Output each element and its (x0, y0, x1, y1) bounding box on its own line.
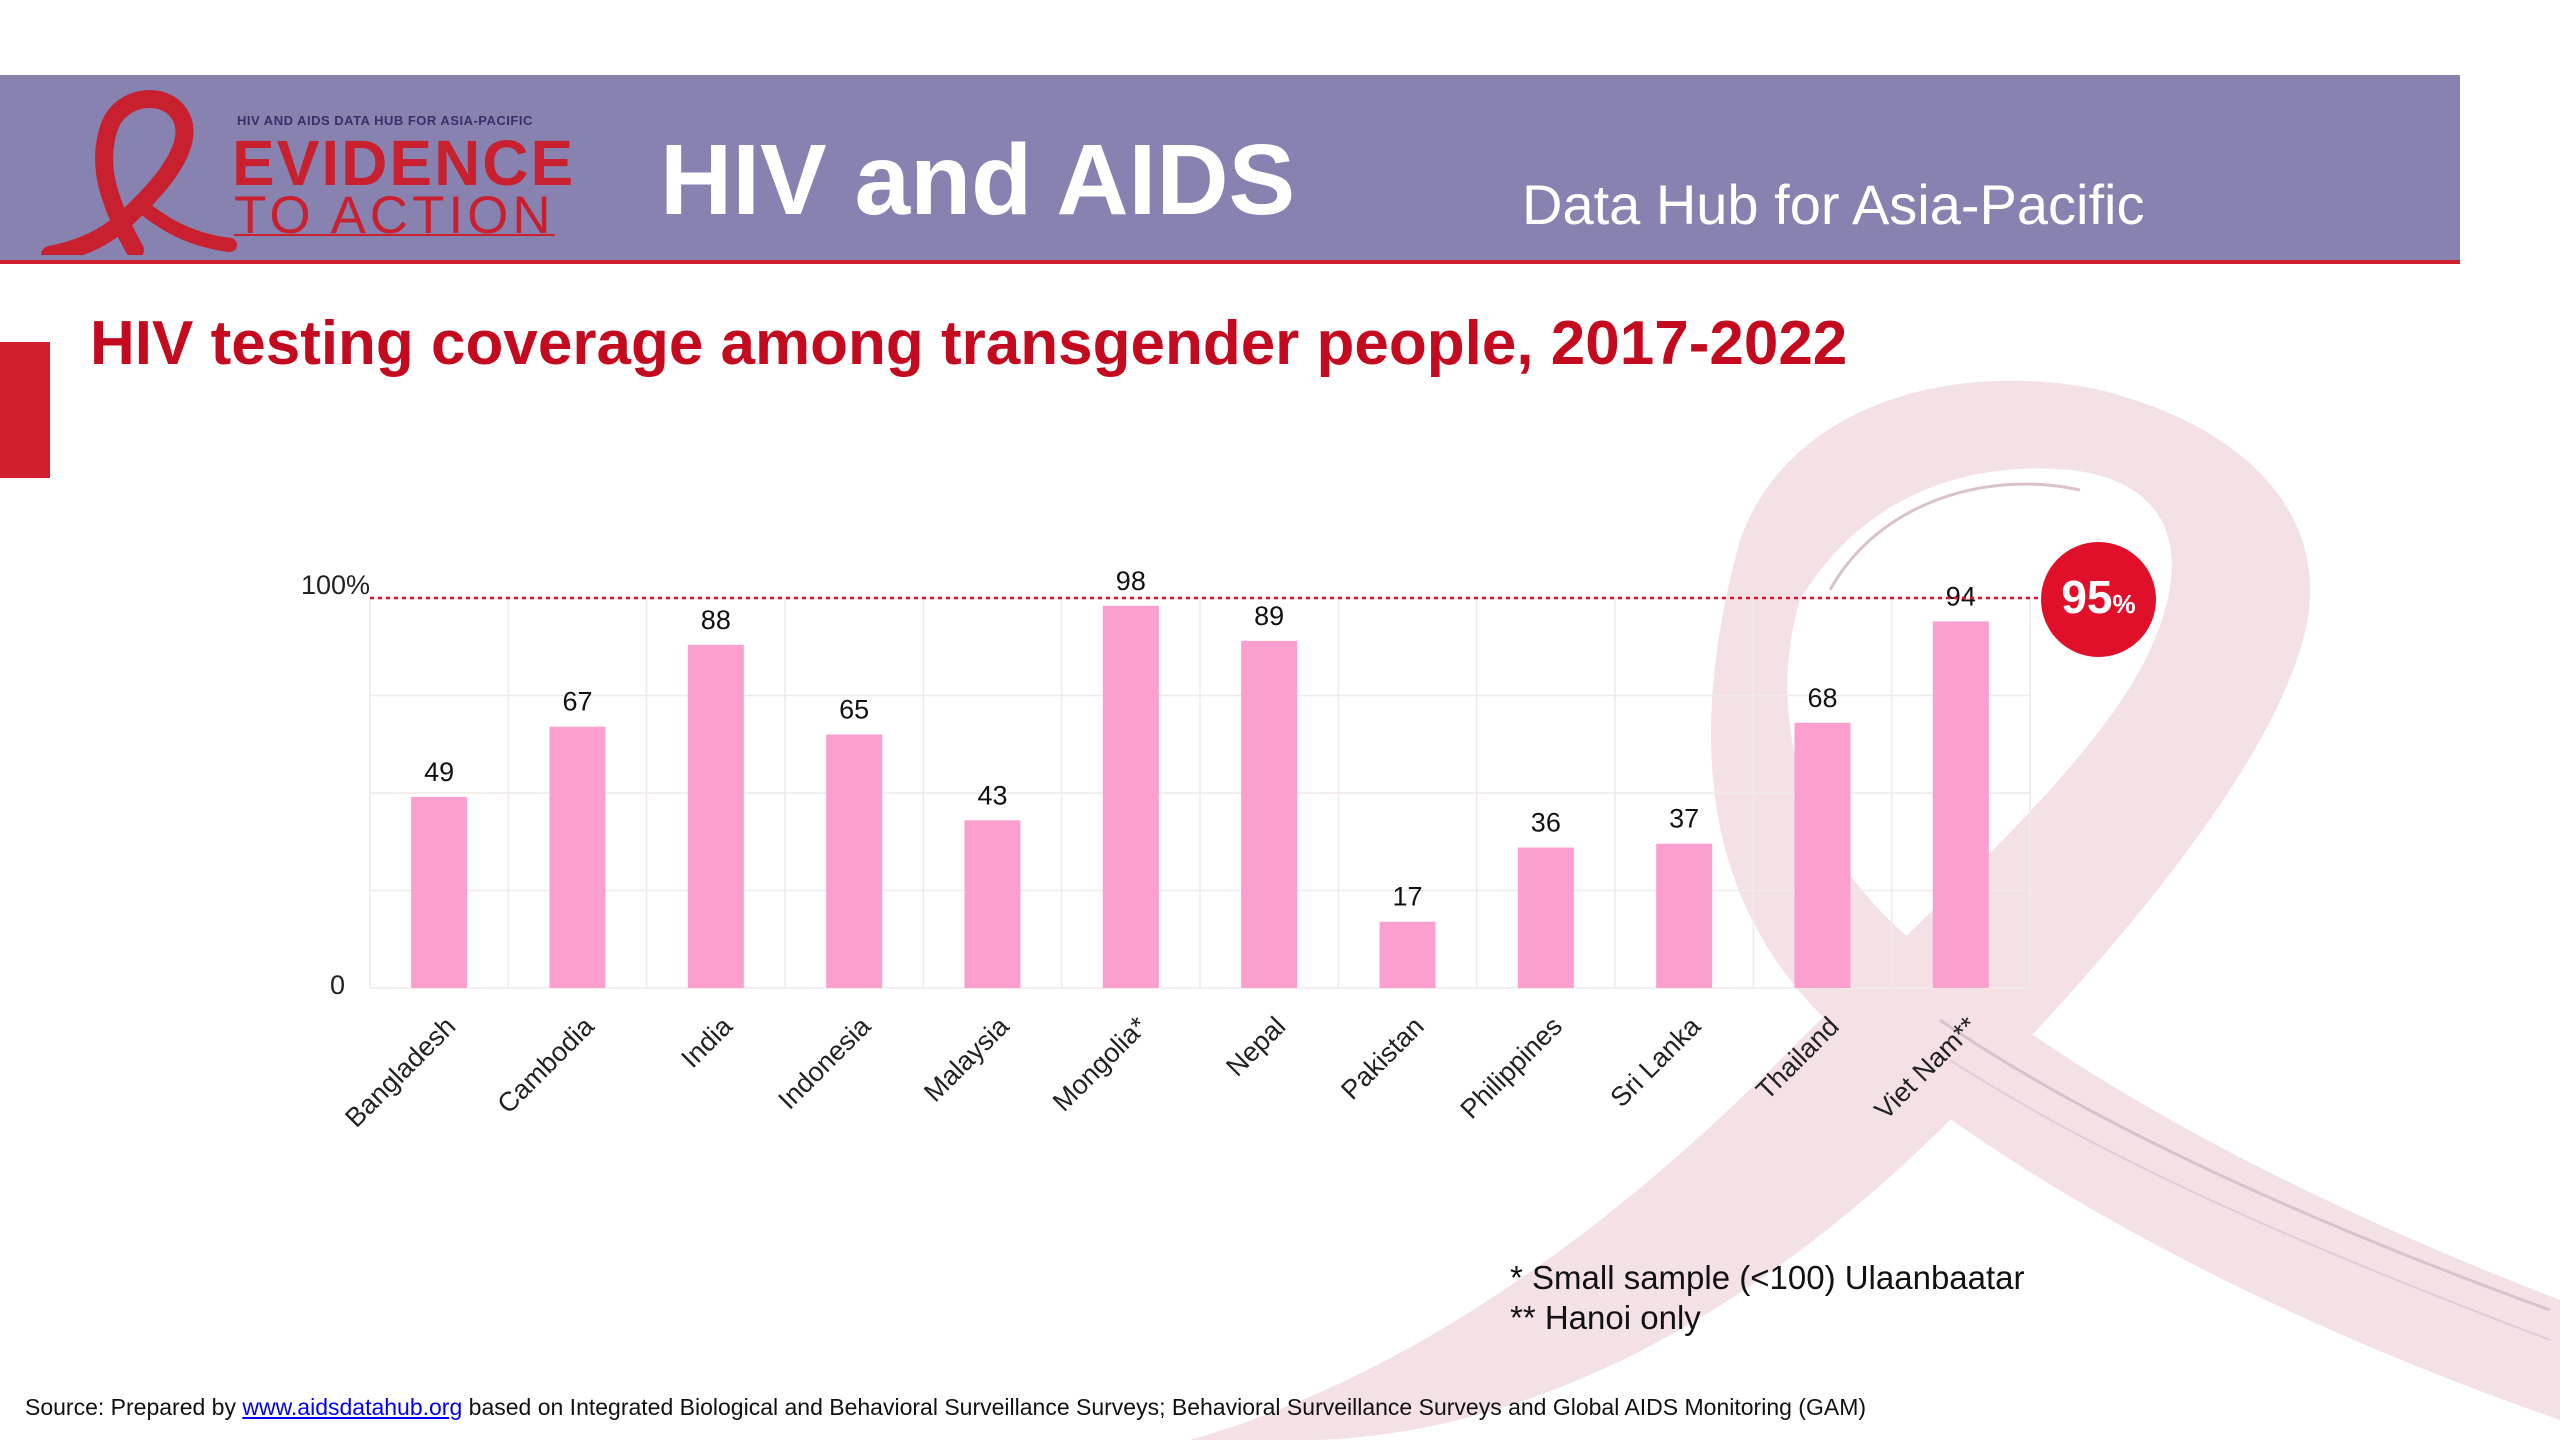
bar-indonesia (826, 734, 883, 988)
category-label: Viet Nam** (1869, 1011, 1984, 1126)
logo-evidence-text: EVIDENCE (232, 127, 576, 199)
y-tick-0: 0 (330, 970, 345, 1000)
source-prefix: Source: Prepared by (25, 1394, 243, 1420)
category-label: Bangladesh (339, 1011, 461, 1133)
category-label: Sri Lanka (1605, 1010, 1708, 1113)
target-badge: 95% (2041, 542, 2156, 657)
bar-cambodia (549, 726, 606, 988)
bar-value-label: 36 (1531, 808, 1561, 838)
category-label: Pakistan (1335, 1011, 1429, 1105)
bar-value-label: 89 (1254, 601, 1284, 631)
category-label: India (675, 1010, 738, 1073)
bar-malaysia (964, 820, 1021, 988)
bar-value-label: 67 (562, 687, 592, 717)
bar-value-label: 88 (701, 605, 731, 635)
side-accent-bar (0, 342, 50, 478)
category-label: Malaysia (918, 1010, 1015, 1107)
header-banner: HIV AND AIDS DATA HUB FOR ASIA-PACIFIC E… (0, 75, 2460, 264)
source-suffix: based on Integrated Biological and Behav… (462, 1394, 1867, 1420)
bar-value-label: 68 (1807, 683, 1837, 713)
logo-small-text: HIV AND AIDS DATA HUB FOR ASIA-PACIFIC (237, 113, 533, 128)
chart-title: HIV testing coverage among transgender p… (90, 309, 1848, 378)
category-label: Cambodia (492, 1010, 601, 1119)
bar-philippines (1517, 847, 1574, 988)
source-link[interactable]: www.aidsdatahub.org (242, 1394, 463, 1420)
category-label: Nepal (1220, 1011, 1291, 1082)
footnotes: * Small sample (<100) Ulaanbaatar ** Han… (1510, 1258, 2025, 1337)
bar-value-label: 65 (839, 695, 869, 725)
bar-vietnam (1932, 621, 1989, 988)
logo-to-action-text: TO ACTION (234, 186, 555, 245)
bar-bangladesh (411, 796, 468, 988)
bar-pakistan (1379, 921, 1436, 988)
red-ribbon-icon (41, 90, 237, 255)
category-label: Thailand (1750, 1011, 1844, 1105)
y-tick-100: 100% (301, 570, 370, 600)
header-title: HIV and AIDS (660, 124, 1296, 236)
category-label: Indonesia (772, 1010, 877, 1115)
target-value: 95 (2061, 571, 2113, 623)
bar-value-label: 17 (1392, 882, 1422, 912)
bar-value-label: 98 (1116, 566, 1146, 596)
logo: HIV AND AIDS DATA HUB FOR ASIA-PACIFIC E… (40, 85, 600, 255)
footnote-1: * Small sample (<100) Ulaanbaatar (1510, 1259, 2025, 1296)
footnote-2: ** Hanoi only (1510, 1298, 1701, 1336)
header-subtitle: Data Hub for Asia-Pacific (1522, 173, 2145, 236)
bar-nepal (1241, 640, 1298, 988)
bar-thailand (1794, 722, 1851, 988)
bar-srilanka (1656, 843, 1713, 988)
bar-value-label: 94 (1946, 581, 1976, 611)
bar-value-label: 49 (424, 757, 454, 787)
category-label: Philippines (1455, 1011, 1569, 1125)
source-note: Source: Prepared by www.aidsdatahub.org … (25, 1394, 1866, 1421)
target-unit: % (2112, 589, 2136, 619)
bar-value-label: 43 (977, 780, 1007, 810)
bar-mongolia (1102, 605, 1159, 988)
bar-value-label: 37 (1669, 804, 1699, 834)
category-label: Mongolia* (1047, 1011, 1153, 1117)
bar-india (687, 644, 744, 988)
